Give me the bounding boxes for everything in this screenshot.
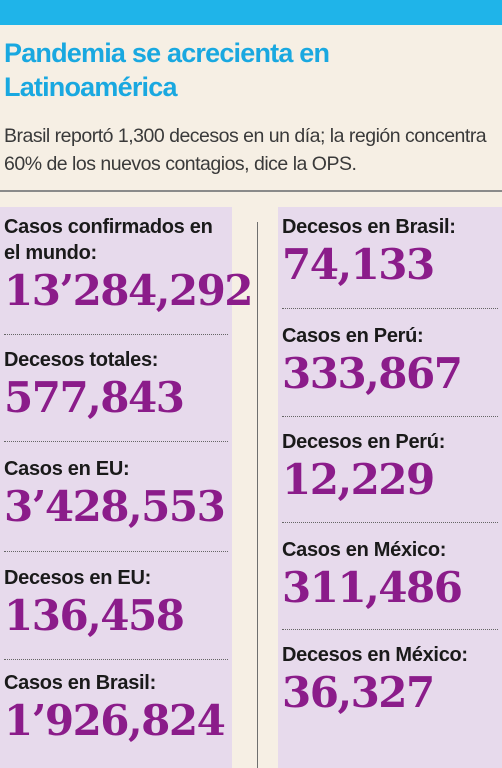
dotted-separator: [282, 308, 498, 309]
stat-brazil-cases: Casos en Brasil: 1’926,824: [4, 670, 228, 746]
dotted-separator: [282, 416, 498, 417]
stat-total-deaths: Decesos totales: 577,843: [4, 347, 228, 423]
dotted-separator: [4, 659, 228, 660]
stat-label: Decesos en México:: [282, 644, 468, 666]
stat-label: Decesos totales:: [4, 349, 159, 371]
dotted-separator: [4, 334, 228, 335]
stat-value: 74,133: [282, 240, 435, 289]
stat-mexico-deaths: Decesos en México: 36,327: [282, 642, 498, 718]
top-color-bar: [0, 0, 502, 25]
stat-label: Casos confirmados en el mundo:: [4, 216, 213, 264]
stat-brazil-deaths: Decesos en Brasil: 74,133: [282, 214, 498, 290]
dotted-separator: [4, 441, 228, 442]
stat-label: Decesos en EU:: [4, 567, 151, 589]
stat-label: Casos en EU:: [4, 458, 130, 480]
stat-label: Casos en Perú:: [282, 325, 424, 347]
stat-label: Decesos en Perú:: [282, 431, 446, 453]
stat-value: 3’428,553: [4, 482, 226, 531]
stat-label: Casos en Brasil:: [4, 672, 156, 694]
deck-text: Brasil reportó 1,300 decesos en un día; …: [4, 125, 487, 175]
stat-peru-cases: Casos en Perú: 333,867: [282, 323, 498, 399]
stat-peru-deaths: Decesos en Perú: 12,229: [282, 429, 498, 505]
stat-world-cases: Casos confirmados en el mundo: 13’284,29…: [4, 214, 254, 316]
stat-mexico-cases: Casos en México: 311,486: [282, 537, 498, 613]
headline: Pandemia se acrecienta en Latinoamérica: [4, 38, 330, 102]
stat-us-deaths: Decesos en EU: 136,458: [4, 565, 228, 641]
column-divider: [257, 222, 258, 768]
stat-value: 12,229: [282, 455, 435, 504]
stat-us-cases: Casos en EU: 3’428,553: [4, 456, 228, 532]
left-stats-panel: [0, 207, 232, 768]
section-rule: [0, 190, 502, 192]
dotted-separator: [282, 522, 498, 523]
dotted-separator: [4, 551, 228, 552]
stat-label: Decesos en Brasil:: [282, 216, 456, 238]
right-stats-panel: [278, 207, 502, 768]
stat-value: 333,867: [282, 349, 463, 398]
stat-value: 577,843: [4, 373, 185, 422]
stat-value: 36,327: [282, 668, 435, 717]
stat-value: 1’926,824: [4, 696, 226, 745]
stat-value: 13’284,292: [4, 266, 254, 315]
dotted-separator: [282, 629, 498, 630]
stat-value: 311,486: [282, 563, 463, 612]
stat-value: 136,458: [4, 591, 185, 640]
stat-label: Casos en México:: [282, 539, 447, 561]
